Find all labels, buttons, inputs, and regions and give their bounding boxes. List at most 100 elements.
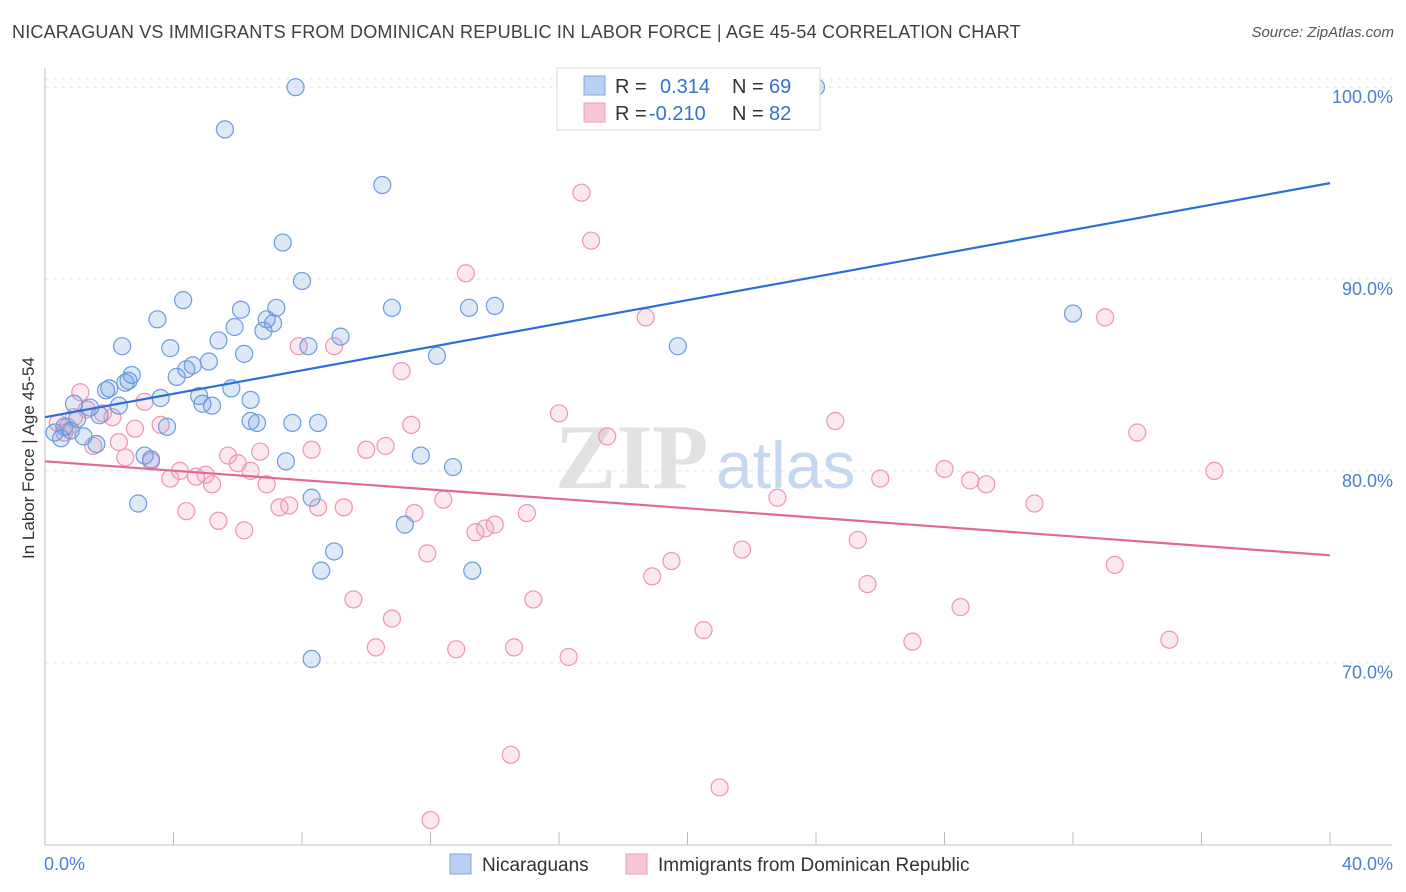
trend-lines [44,182,1331,557]
nicaraguans-point [373,175,392,195]
dominican-point [636,308,655,327]
dominican-point [858,574,877,594]
nicaraguans-point [215,120,234,139]
dominican-point [977,475,996,494]
nicaraguans-point [183,356,202,375]
nicaraguans-point [64,394,84,413]
dominican-point [662,551,681,571]
nicaraguans-point [302,649,321,669]
dominican-point [257,475,276,494]
nicaraguans-point [241,411,260,431]
nicaraguans-point [51,429,71,448]
stats-swatch-pink [583,102,606,123]
nicaraguans-point [167,367,186,386]
nicaraguans-point [209,331,228,350]
dominican-point [1128,423,1147,442]
dominican-point [643,567,662,586]
nicaraguans-point [459,298,479,317]
stats-n-value-blue: 69 [769,76,791,98]
tick-labels: 70.0% 80.0% 90.0% 100.0% 0.0% 40.0% [44,87,1393,874]
dominican-point [84,436,103,456]
dominican-point [903,632,922,651]
dominican-point [376,436,395,456]
dominican-point [1105,555,1124,574]
nicaraguans-point [283,413,302,433]
nicaraguans-point [119,371,138,390]
nicaraguans-point [231,300,251,319]
nicaraguans-point [463,561,482,580]
nicaraguans-point [443,457,463,477]
dominican-point [826,411,845,431]
dominican-point [582,231,601,250]
nicaraguans-point [668,337,687,356]
dominican-point [280,496,299,515]
nicaraguans-point [411,446,430,465]
nicaraguans-point [148,310,167,329]
dominican-point [598,427,617,446]
watermark-atlas: atlas [716,428,855,502]
dominican-point [504,638,524,657]
stats-r-label-blue: R = [615,76,647,98]
nicaraguans-point [427,346,447,365]
axes [44,68,1392,846]
nicaraguans-point [273,233,292,252]
nicaraguans-point [61,421,80,440]
y-tick-label: 100.0% [1332,87,1393,107]
dominican-point [308,498,328,517]
dominican-point [456,264,475,283]
dominican-point [476,519,495,538]
legend-swatch-nicaraguans[interactable] [449,853,472,875]
dominican-point [116,448,135,467]
dominican-point [421,810,440,830]
stats-legend: R = 0.314 N = 69 R = -0.210 N = 82 [556,67,821,131]
nicaraguans-point [116,373,135,392]
dominican-point [109,433,128,452]
dominican-point [357,440,376,459]
nicaraguans-point [382,298,402,317]
dominican-point [961,471,980,490]
nicaraguans-point [225,317,244,337]
bottom-legend: Nicaraguans Immigrants from Dominican Re… [449,853,970,876]
nicaraguans-point [241,390,260,410]
nicaraguans-point [331,327,350,346]
dominican-point [251,442,270,461]
nicaraguans-point [129,494,148,513]
nicaraguans-point [141,450,161,469]
dominican-point [1160,630,1179,649]
dominican-point [344,590,363,609]
nicaraguans-point [247,413,267,433]
nicaraguans-point [276,452,296,471]
dominican-point [768,488,787,507]
dominican-point [392,362,411,381]
dominican-point [135,392,154,411]
dominican-point [434,490,453,509]
dominican-point [1096,308,1115,327]
legend-swatch-dominican[interactable] [625,853,648,875]
dominican-point [418,544,437,563]
nicaraguans-point [199,352,218,371]
dominican-point [501,745,520,764]
nicaraguans-point [96,381,116,400]
dominican-point [219,446,238,465]
legend-label-nicaraguans[interactable]: Nicaraguans [482,855,589,876]
nicaraguans-point [1063,304,1083,323]
chart-source: Source: ZipAtlas.com [1251,24,1394,41]
nicaraguans-point [254,321,273,340]
legend-label-dominican[interactable]: Immigrants from Dominican Republic [658,855,970,876]
dominican-point [382,609,402,628]
nicaraguans-point [100,379,119,398]
watermark-zip: ZIP [555,406,708,508]
dominican-point [935,459,954,479]
dominican-point [871,469,890,488]
dominican-point [235,521,254,540]
series-dominican-points [48,183,1224,830]
y-tick-label: 80.0% [1342,471,1393,491]
y-axis-label: In Labor Force | Age 45-54 [19,357,38,559]
dominican-point [302,440,321,459]
stats-r-value-pink: -0.210 [649,103,706,125]
grid [45,78,1392,664]
nicaraguans-point [325,542,344,561]
dominican-point [466,523,485,542]
dominican-point [125,419,145,438]
stats-n-label-pink: N = [732,103,764,125]
